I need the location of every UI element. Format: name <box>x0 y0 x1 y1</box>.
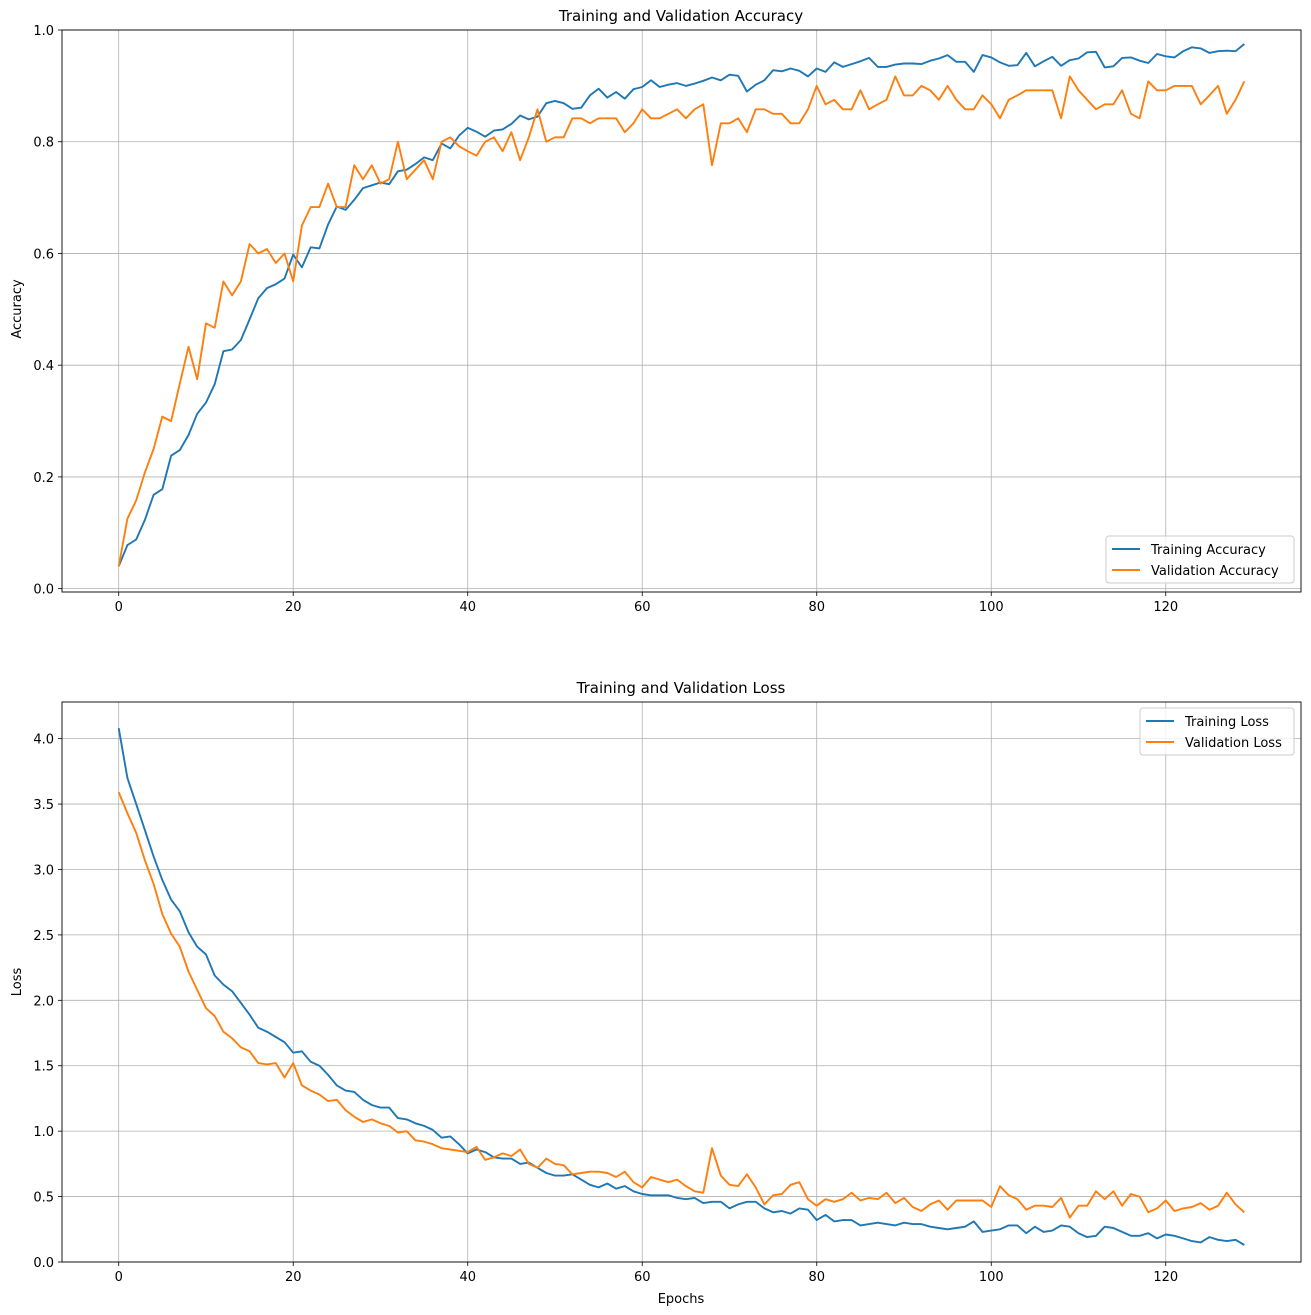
validation-loss-line <box>117 791 1245 1219</box>
loss-plot-frame <box>61 701 1302 1263</box>
loss-y-tick-label: 2.5 <box>33 929 54 944</box>
accuracy-y-tick-label: 0.0 <box>33 583 54 598</box>
loss-x-ticks: 0 20 40 60 80 100 120 <box>115 1262 1178 1285</box>
accuracy-x-ticks: 0 20 40 60 80 100 120 <box>115 592 1178 615</box>
accuracy-y-tick-label: 0.8 <box>33 136 54 151</box>
loss-y-tick-label: 0.0 <box>33 1256 54 1271</box>
accuracy-grid <box>62 29 1301 592</box>
legend-label-training-accuracy: Training Accuracy <box>1150 543 1266 558</box>
accuracy-x-tick-label: 60 <box>634 600 651 615</box>
accuracy-y-tick-label: 0.6 <box>33 247 54 262</box>
loss-series <box>117 728 1245 1246</box>
loss-x-tick-label: 80 <box>808 1270 825 1285</box>
accuracy-x-tick-label: 80 <box>808 600 825 615</box>
accuracy-x-tick-label: 0 <box>115 600 123 615</box>
training-loss-line <box>117 728 1245 1246</box>
accuracy-legend: Training Accuracy Validation Accuracy <box>1105 535 1295 584</box>
accuracy-series <box>117 43 1246 567</box>
accuracy-legend-box <box>1105 535 1295 584</box>
loss-legend: Training Loss Validation Loss <box>1139 707 1295 756</box>
loss-y-tick-label: 1.5 <box>33 1060 54 1075</box>
training-accuracy-line <box>117 43 1245 567</box>
loss-x-tick-label: 60 <box>634 1270 651 1285</box>
loss-y-tick-label: 2.0 <box>33 994 54 1009</box>
loss-x-tick-label: 40 <box>459 1270 476 1285</box>
accuracy-y-tick-label: 0.2 <box>33 471 54 486</box>
loss-chart: Training and Validation Loss Loss Epochs… <box>10 679 1302 1307</box>
loss-y-tick-label: 4.0 <box>33 733 54 748</box>
loss-y-tick-label: 3.0 <box>33 863 54 878</box>
legend-label-validation-loss: Validation Loss <box>1185 736 1282 751</box>
loss-grid <box>62 702 1301 1263</box>
accuracy-x-tick-label: 120 <box>1153 600 1178 615</box>
loss-legend-box <box>1139 707 1295 756</box>
validation-accuracy-line <box>117 75 1246 567</box>
accuracy-x-tick-label: 20 <box>285 600 302 615</box>
loss-y-axis-label: Loss <box>10 968 25 997</box>
accuracy-x-tick-label: 40 <box>459 600 476 615</box>
loss-y-tick-label: 3.5 <box>33 798 54 813</box>
loss-y-tick-label: 0.5 <box>33 1191 54 1206</box>
accuracy-y-tick-label: 1.0 <box>33 24 54 39</box>
accuracy-y-tick-label: 0.4 <box>33 359 54 374</box>
loss-x-tick-label: 120 <box>1153 1270 1178 1285</box>
loss-x-tick-label: 20 <box>285 1270 302 1285</box>
accuracy-x-tick-label: 100 <box>979 600 1004 615</box>
accuracy-chart-title: Training and Validation Accuracy <box>558 7 803 25</box>
loss-x-axis-label: Epochs <box>658 1292 705 1307</box>
loss-y-tick-label: 1.0 <box>33 1125 54 1140</box>
legend-label-training-loss: Training Loss <box>1184 715 1269 730</box>
accuracy-y-ticks: 0.0 0.2 0.4 0.6 0.8 1.0 <box>33 24 62 598</box>
loss-x-tick-label: 0 <box>115 1270 123 1285</box>
accuracy-plot-frame <box>61 29 1302 593</box>
loss-x-tick-label: 100 <box>979 1270 1004 1285</box>
loss-y-ticks: 0.0 0.5 1.0 1.5 2.0 2.5 3.0 3.5 4.0 <box>33 733 62 1271</box>
accuracy-chart: Training and Validation Accuracy Accurac… <box>10 7 1302 615</box>
accuracy-y-axis-label: Accuracy <box>10 279 25 339</box>
loss-chart-title: Training and Validation Loss <box>576 679 786 697</box>
legend-label-validation-accuracy: Validation Accuracy <box>1151 564 1279 579</box>
